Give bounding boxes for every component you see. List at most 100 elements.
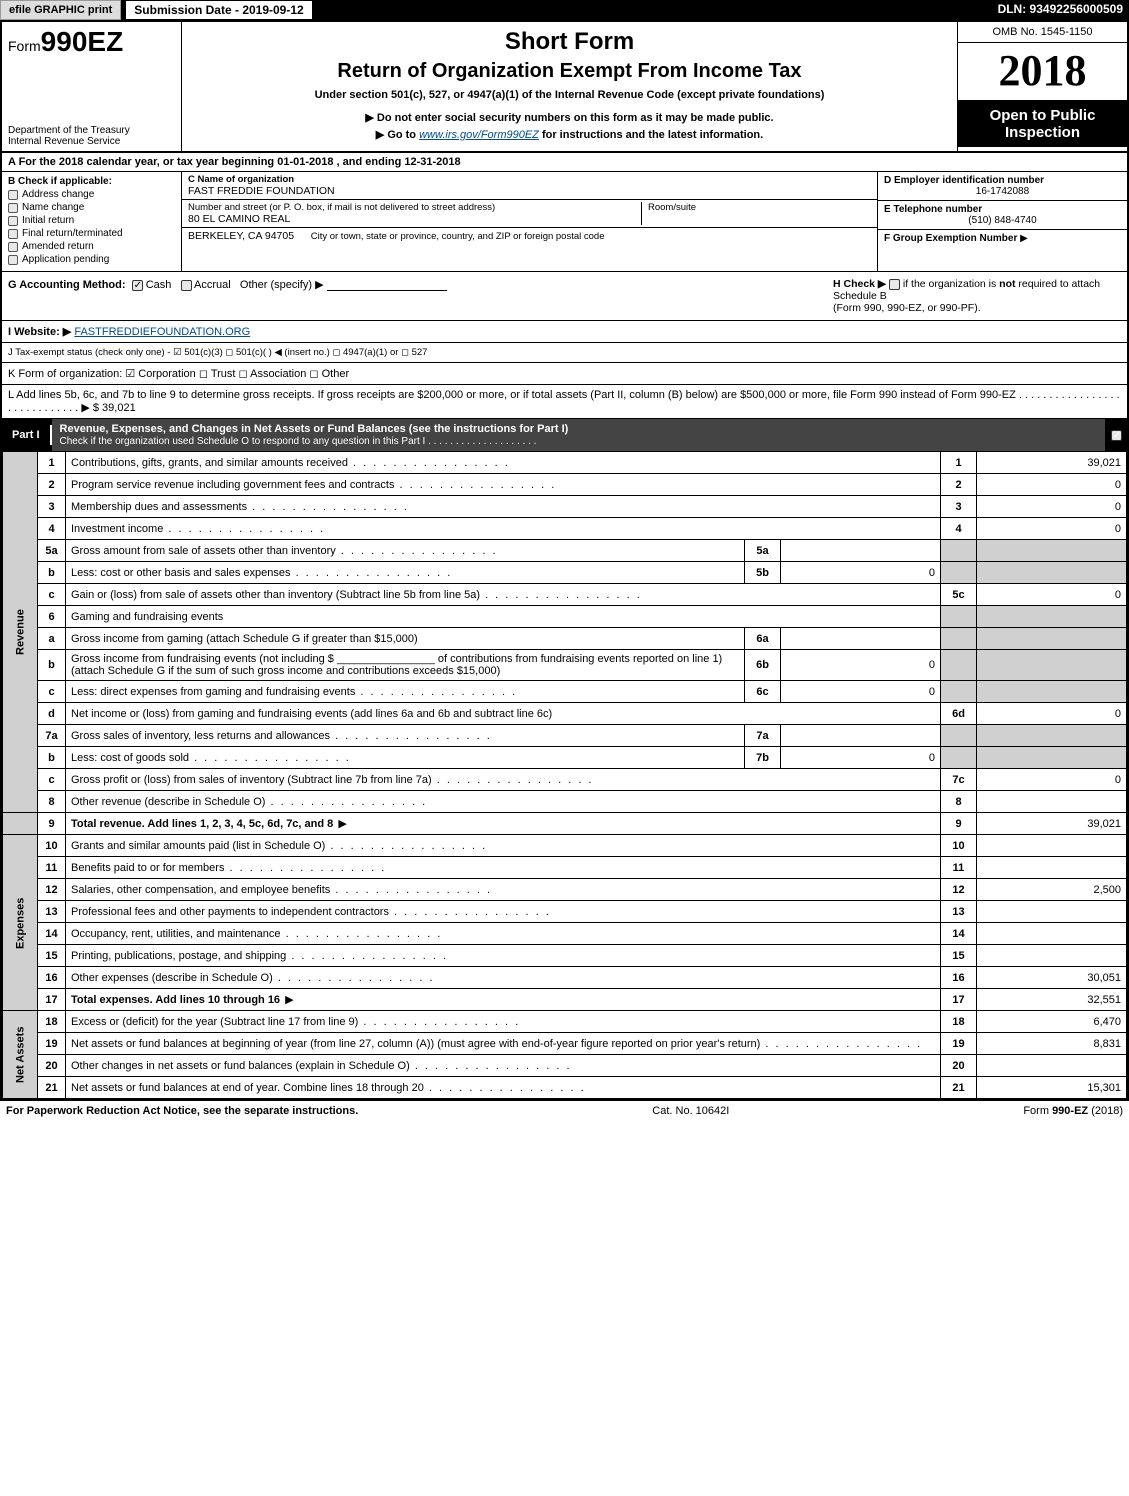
num: 16	[941, 967, 977, 989]
bcd-block: B Check if applicable: Address change Na…	[2, 172, 1127, 272]
h-checkbox[interactable]	[889, 279, 900, 290]
form-title: Short Form	[190, 28, 949, 56]
desc: Printing, publications, postage, and shi…	[66, 945, 941, 967]
footer-left: For Paperwork Reduction Act Notice, see …	[6, 1105, 358, 1117]
row-i: I Website: ▶ FASTFREDDIEFOUNDATION.ORG	[2, 321, 1127, 343]
dept-treasury: Department of the Treasury Internal Reve…	[8, 125, 175, 147]
val: 15,301	[977, 1077, 1127, 1099]
num: 11	[941, 857, 977, 879]
desc-bold: Total revenue. Add lines 1, 2, 3, 4, 5c,…	[71, 818, 333, 830]
line-21: 21 Net assets or fund balances at end of…	[3, 1077, 1127, 1099]
tax-year: 2018	[958, 43, 1127, 101]
part-i-check[interactable]	[1105, 429, 1127, 441]
ln: 11	[38, 857, 66, 879]
row-l: L Add lines 5b, 6c, and 7b to line 9 to …	[2, 385, 1127, 419]
d-tel: E Telephone number (510) 848-4740	[878, 201, 1127, 230]
chk-label: Final return/terminated	[22, 228, 123, 239]
line-20: 20 Other changes in net assets or fund b…	[3, 1055, 1127, 1077]
sidelabel-revenue: Revenue	[3, 452, 38, 813]
chk-initial-return[interactable]: Initial return	[8, 215, 175, 226]
line-18: Net Assets 18 Excess or (deficit) for th…	[3, 1011, 1127, 1033]
col-b: B Check if applicable: Address change Na…	[2, 172, 182, 271]
line-9: 9 Total revenue. Add lines 1, 2, 3, 4, 5…	[3, 813, 1127, 835]
desc: Gross income from gaming (attach Schedul…	[66, 628, 745, 650]
g-opt-accrual: Accrual	[194, 279, 231, 291]
h-check: H Check ▶ if the organization is not req…	[827, 272, 1127, 320]
val: 0	[977, 474, 1127, 496]
chk-name-change[interactable]: Name change	[8, 202, 175, 213]
radio-accrual[interactable]	[181, 280, 192, 291]
num-shade	[941, 747, 977, 769]
num: 4	[941, 518, 977, 540]
desc: Less: cost or other basis and sales expe…	[66, 562, 745, 584]
ln: 7a	[38, 725, 66, 747]
ln: 8	[38, 791, 66, 813]
sidelabel-gap	[3, 813, 38, 835]
desc: Gross profit or (loss) from sales of inv…	[66, 769, 941, 791]
desc: Net assets or fund balances at end of ye…	[66, 1077, 941, 1099]
footer: For Paperwork Reduction Act Notice, see …	[0, 1101, 1129, 1121]
ln: 15	[38, 945, 66, 967]
ein-value: 16-1742088	[884, 186, 1121, 197]
desc: Excess or (deficit) for the year (Subtra…	[66, 1011, 941, 1033]
ln: 16	[38, 967, 66, 989]
form-number: Form990EZ	[8, 26, 175, 58]
subval: 0	[781, 681, 941, 703]
efile-print-button[interactable]: efile GRAPHIC print	[0, 0, 121, 20]
chk-address-change[interactable]: Address change	[8, 189, 175, 200]
val-shade	[977, 562, 1127, 584]
chk-label: Application pending	[22, 254, 109, 265]
open-line1: Open to Public	[960, 107, 1125, 124]
line-6c: c Less: direct expenses from gaming and …	[3, 681, 1127, 703]
num: 2	[941, 474, 977, 496]
num: 12	[941, 879, 977, 901]
num-shade	[941, 562, 977, 584]
d-tel-label: E Telephone number	[884, 204, 1121, 215]
desc: Gross sales of inventory, less returns a…	[66, 725, 745, 747]
note-goto-prefix: ▶ Go to	[376, 129, 419, 141]
val	[977, 1055, 1127, 1077]
desc: Other expenses (describe in Schedule O)	[66, 967, 941, 989]
desc: Gain or (loss) from sale of assets other…	[66, 584, 941, 606]
ln: b	[38, 747, 66, 769]
l-amount: 39,021	[102, 402, 136, 414]
note-ssn-text: ▶ Do not enter social security numbers o…	[365, 112, 773, 124]
subval	[781, 725, 941, 747]
header-left: Form990EZ Department of the Treasury Int…	[2, 22, 182, 151]
chk-application-pending[interactable]: Application pending	[8, 254, 175, 265]
radio-cash[interactable]	[132, 280, 143, 291]
omb-number: OMB No. 1545-1150	[958, 22, 1127, 43]
ln: b	[38, 562, 66, 584]
line-13: 13 Professional fees and other payments …	[3, 901, 1127, 923]
line-6a: a Gross income from gaming (attach Sched…	[3, 628, 1127, 650]
val: 8,831	[977, 1033, 1127, 1055]
part-i-header: Part I Revenue, Expenses, and Changes in…	[2, 419, 1127, 451]
org-city: BERKELEY, CA 94705	[188, 230, 294, 242]
row-j: J Tax-exempt status (check only one) - ☑…	[2, 343, 1127, 363]
ln: 3	[38, 496, 66, 518]
row-a-mid: , and ending	[333, 156, 404, 168]
form-subtitle: Return of Organization Exempt From Incom…	[190, 60, 949, 83]
tel-value: (510) 848-4740	[884, 215, 1121, 226]
h-text1: H Check ▶	[833, 278, 886, 290]
desc: Benefits paid to or for members	[66, 857, 941, 879]
part-i-tab: Part I	[2, 425, 52, 445]
c-name-row: C Name of organization FAST FREDDIE FOUN…	[182, 172, 877, 200]
line-5c: c Gain or (loss) from sale of assets oth…	[3, 584, 1127, 606]
num-shade	[941, 650, 977, 681]
val	[977, 945, 1127, 967]
subval	[781, 628, 941, 650]
col-d: D Employer identification number 16-1742…	[877, 172, 1127, 271]
arrow-icon: ▶	[1020, 233, 1028, 244]
chk-amended-return[interactable]: Amended return	[8, 241, 175, 252]
dln: DLN: 93492256000509	[992, 0, 1129, 20]
website-link[interactable]: FASTFREDDIEFOUNDATION.ORG	[74, 326, 250, 338]
irs-link[interactable]: www.irs.gov/Form990EZ	[419, 129, 539, 141]
line-19: 19 Net assets or fund balances at beginn…	[3, 1033, 1127, 1055]
d-group-label: F Group Exemption Number	[884, 233, 1017, 244]
ln: 14	[38, 923, 66, 945]
g-opt-other: Other (specify) ▶	[240, 279, 324, 291]
chk-final-return[interactable]: Final return/terminated	[8, 228, 175, 239]
header-mid: Short Form Return of Organization Exempt…	[182, 22, 957, 151]
footer-right: Form 990-EZ (2018)	[1023, 1105, 1123, 1117]
